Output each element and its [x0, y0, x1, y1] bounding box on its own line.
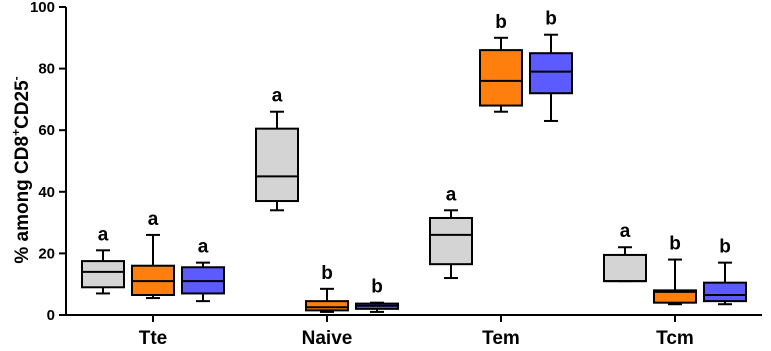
box-iqr	[703, 281, 747, 303]
y-tick-label-40: 40	[38, 184, 55, 201]
significance-label: a	[98, 224, 109, 245]
box-tcm-series-2: b	[653, 234, 697, 306]
box-iqr	[653, 289, 697, 304]
box-tte-series-3: a	[181, 237, 225, 303]
significance-label: a	[446, 184, 457, 205]
significance-label: a	[198, 237, 209, 258]
y-axis: 0 20 40 60 80 100	[30, 0, 67, 324]
significance-label: b	[669, 234, 681, 255]
significance-label: b	[545, 9, 557, 30]
box-tte-series-2: a	[131, 209, 175, 300]
x-axis: Tte Naive Tem Tcm	[66, 314, 762, 349]
y-tick-label-0: 0	[47, 307, 55, 324]
y-axis-title-sup2: -	[9, 76, 23, 80]
significance-label: b	[321, 263, 333, 284]
y-tick-label-20: 20	[38, 245, 55, 262]
x-tick-label-naive: Naive	[302, 328, 353, 349]
box-iqr	[81, 260, 125, 289]
significance-label: b	[495, 12, 507, 33]
y-axis-title-sup1: +	[9, 129, 23, 136]
box-tem-series-1: a	[429, 184, 473, 280]
box-naive-series-2: b	[305, 263, 349, 313]
box-iqr	[603, 253, 647, 283]
significance-label: b	[719, 237, 731, 258]
significance-label: a	[148, 209, 159, 230]
significance-label: b	[371, 277, 383, 298]
box-tem-series-2: b	[479, 12, 523, 113]
box-iqr	[479, 49, 523, 107]
box-tcm-series-3: b	[703, 237, 747, 306]
box-naive-series-3: b	[355, 277, 399, 313]
y-axis-title-mid: CD25	[12, 80, 33, 129]
plot-area: a a a a b b a b b a b b	[81, 9, 747, 313]
y-axis-title-main: % among CD8	[12, 136, 33, 264]
x-tick-label-tcm: Tcm	[656, 328, 694, 349]
y-tick-label-100: 100	[30, 0, 55, 16]
x-tick-label-tte: Tte	[139, 328, 168, 349]
y-tick-label-60: 60	[38, 122, 55, 139]
y-axis-title: % among CD8+CD25-	[9, 76, 33, 263]
x-tick-label-tem: Tem	[482, 328, 520, 349]
box-naive-series-1: a	[255, 86, 299, 212]
box-iqr	[255, 127, 299, 203]
box-iqr	[429, 216, 473, 266]
box-iqr	[305, 300, 349, 312]
significance-label: a	[272, 86, 283, 107]
box-tem-series-3: b	[529, 9, 573, 122]
significance-label: a	[620, 221, 631, 242]
box-iqr	[529, 52, 573, 95]
y-tick-label-80: 80	[38, 61, 55, 78]
box-tcm-series-1: a	[603, 221, 647, 283]
box-tte-series-1: a	[81, 224, 125, 295]
